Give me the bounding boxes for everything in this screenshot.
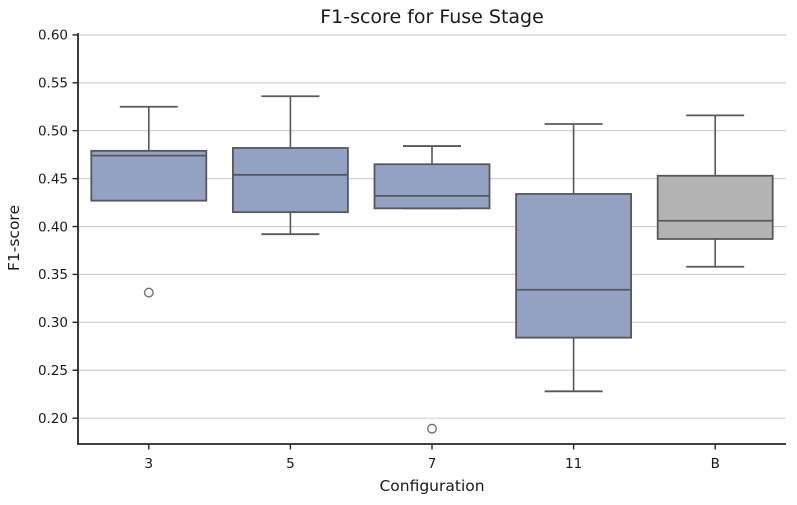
box-B	[656, 174, 774, 240]
y-tick-label: 0.30	[38, 315, 68, 331]
y-tick-label: 0.55	[38, 76, 68, 92]
x-tick-label: B	[711, 456, 720, 472]
x-tick-label: 3	[145, 456, 154, 472]
box-3	[90, 149, 208, 202]
y-tick-label: 0.35	[38, 267, 68, 283]
x-tick-label: 7	[428, 456, 437, 472]
y-tick-label: 0.20	[38, 411, 68, 427]
y-tick-label: 0.60	[38, 28, 68, 44]
box-layer	[90, 95, 774, 434]
chart-title: F1-score for Fuse Stage	[320, 6, 544, 28]
tick-label-layer: 0.20 0.25 0.30 0.35 0.40 0.45 0.50 0.55 0.60 3 5 7 1…	[38, 28, 720, 472]
x-axis-label: Configuration	[379, 477, 484, 495]
outlier-point	[143, 287, 154, 298]
box-5	[231, 147, 349, 214]
box-7	[373, 163, 491, 210]
outlier-point	[427, 423, 438, 434]
y-tick-label: 0.45	[38, 171, 68, 187]
y-tick-label: 0.50	[38, 124, 68, 140]
y-axis-label: F1-score	[5, 205, 23, 271]
y-tick-label: 0.25	[38, 363, 68, 379]
x-tick-label: 5	[286, 456, 295, 472]
y-tick-label: 0.40	[38, 219, 68, 235]
box-11	[515, 193, 632, 339]
axis-layer	[72, 33, 786, 450]
x-tick-label: 11	[565, 456, 582, 472]
